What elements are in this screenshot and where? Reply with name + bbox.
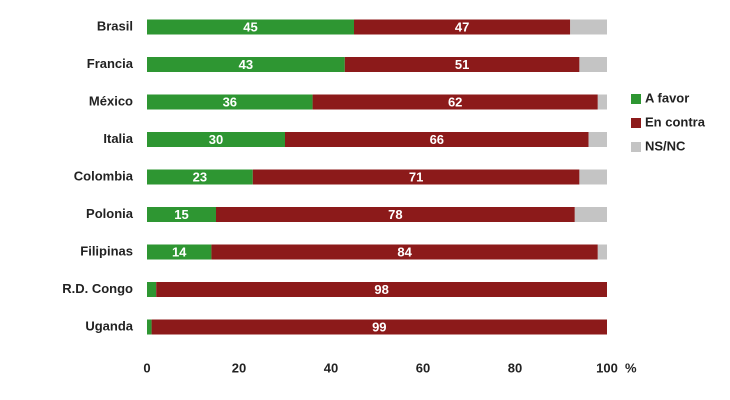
bar-segment [579,57,607,72]
x-tick-label: 60 [416,360,430,375]
x-tick-label: 20 [232,360,246,375]
y-tick-label: Polonia [86,206,134,221]
data-label: 36 [223,94,237,109]
bar-segment [211,244,598,260]
data-label: 84 [397,244,412,259]
data-label: 30 [209,132,223,147]
bar-segment [147,282,157,297]
legend-swatch [631,142,641,152]
x-tick-label: 100 [596,360,618,375]
x-tick-label: 40 [324,360,338,375]
x-tick-label: 0 [143,360,150,375]
x-axis-unit: % [625,360,637,375]
data-label: 23 [193,169,207,184]
bar-segment [156,282,607,297]
y-tick-label: Francia [87,56,134,71]
bar-segment [579,169,607,185]
legend-swatch [631,94,641,104]
legend-swatch [631,118,641,128]
bar-segment [570,19,607,35]
y-tick-label: Uganda [85,318,133,333]
data-label: 45 [243,19,257,34]
bar-segment [216,207,575,222]
data-label: 66 [430,132,444,147]
data-label: 51 [455,57,469,72]
bar-segment [597,244,607,260]
legend-label: NS/NC [645,138,686,153]
bar-segment [588,132,607,147]
bar-segment [147,169,253,185]
y-tick-label: Filipinas [80,243,133,258]
bar-segment [147,244,212,260]
data-label: 99 [372,319,386,334]
legend-label: A favor [645,90,689,105]
bar-segment [147,207,216,222]
data-label: 98 [374,282,388,297]
data-label: 62 [448,94,462,109]
y-tick-label: Colombia [74,168,134,183]
bar-segment [285,132,589,147]
bar-segment [344,57,580,72]
y-tick-label: México [89,93,133,108]
data-label: 43 [239,57,253,72]
bar-segment [597,94,607,110]
data-label: 71 [409,169,423,184]
data-label: 15 [174,207,188,222]
bar-segment [151,319,607,335]
bar-segment [354,19,571,35]
x-tick-label: 80 [508,360,522,375]
bar-segment [252,169,580,185]
legend-label: En contra [645,114,706,129]
bar-segment [147,319,152,335]
bar-segment [574,207,607,222]
bar-segment [147,19,354,35]
bar-segment [147,57,345,72]
data-label: 14 [172,244,187,259]
bar-segment [312,94,598,110]
y-tick-label: Italia [103,131,133,146]
y-tick-label: Brasil [97,18,133,33]
bar-segment [147,132,285,147]
data-label: 47 [455,19,469,34]
bar-segment [147,94,313,110]
y-tick-label: R.D. Congo [62,281,133,296]
data-label: 78 [388,207,402,222]
